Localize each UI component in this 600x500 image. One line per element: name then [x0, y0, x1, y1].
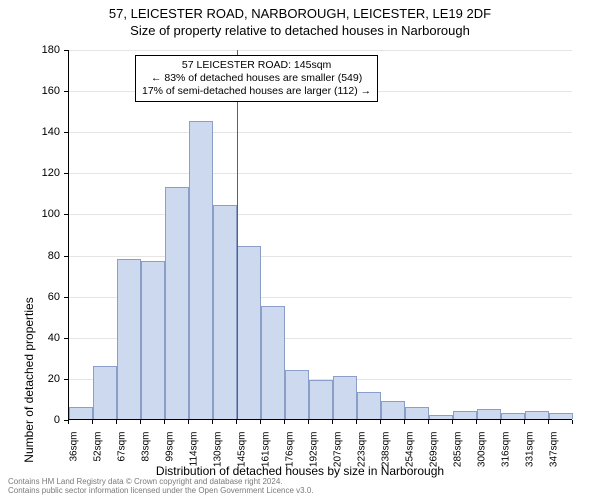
y-tick-label: 0: [10, 414, 60, 426]
y-tick-mark: [64, 338, 68, 339]
y-tick-label: 180: [10, 44, 60, 56]
y-tick-mark: [64, 379, 68, 380]
x-tick-mark: [188, 420, 189, 424]
x-tick-mark: [260, 420, 261, 424]
histogram-bar: [285, 370, 309, 419]
footer-line2: Contains public sector information licen…: [8, 486, 314, 496]
x-tick-mark: [452, 420, 453, 424]
x-tick-mark: [92, 420, 93, 424]
gridline: [69, 214, 572, 215]
y-tick-mark: [64, 173, 68, 174]
y-tick-mark: [64, 214, 68, 215]
histogram-bar: [429, 415, 453, 419]
title-block: 57, LEICESTER ROAD, NARBOROUGH, LEICESTE…: [0, 6, 600, 38]
x-tick-mark: [236, 420, 237, 424]
histogram-bar: [117, 259, 141, 419]
x-tick-mark: [116, 420, 117, 424]
x-tick-mark: [332, 420, 333, 424]
gridline: [69, 132, 572, 133]
y-tick-mark: [64, 132, 68, 133]
x-tick-mark: [404, 420, 405, 424]
histogram-bar: [189, 121, 213, 419]
annotation-line: ← 83% of detached houses are smaller (54…: [142, 72, 371, 85]
histogram-bar: [213, 205, 237, 419]
gridline: [69, 173, 572, 174]
x-tick-mark: [428, 420, 429, 424]
y-tick-label: 140: [10, 126, 60, 138]
histogram-bar: [501, 413, 525, 419]
histogram-bar: [357, 392, 381, 419]
annotation-box: 57 LEICESTER ROAD: 145sqm ← 83% of detac…: [135, 55, 378, 102]
y-tick-label: 160: [10, 85, 60, 97]
reference-line: [237, 50, 238, 419]
histogram-bar: [165, 187, 189, 419]
title-line2: Size of property relative to detached ho…: [0, 23, 600, 38]
chart-container: 57, LEICESTER ROAD, NARBOROUGH, LEICESTE…: [0, 0, 600, 500]
histogram-bar: [237, 246, 261, 419]
x-tick-mark: [500, 420, 501, 424]
histogram-bar: [381, 401, 405, 420]
x-tick-mark: [524, 420, 525, 424]
x-tick-mark: [380, 420, 381, 424]
x-tick-mark: [476, 420, 477, 424]
y-tick-label: 120: [10, 167, 60, 179]
x-tick-mark: [548, 420, 549, 424]
y-tick-mark: [64, 256, 68, 257]
y-tick-label: 20: [10, 373, 60, 385]
histogram-bar: [261, 306, 285, 419]
y-tick-label: 60: [10, 291, 60, 303]
annotation-line: 57 LEICESTER ROAD: 145sqm: [142, 59, 371, 72]
histogram-bar: [333, 376, 357, 419]
y-tick-label: 40: [10, 332, 60, 344]
y-tick-label: 80: [10, 250, 60, 262]
histogram-bar: [405, 407, 429, 419]
x-tick-mark: [164, 420, 165, 424]
histogram-bar: [525, 411, 549, 419]
gridline: [69, 50, 572, 51]
footer-attribution: Contains HM Land Registry data © Crown c…: [8, 477, 314, 496]
x-tick-mark: [572, 420, 573, 424]
x-tick-mark: [284, 420, 285, 424]
histogram-bar: [549, 413, 573, 419]
histogram-bar: [453, 411, 477, 419]
y-tick-mark: [64, 91, 68, 92]
annotation-line: 17% of semi-detached houses are larger (…: [142, 85, 371, 98]
x-tick-mark: [212, 420, 213, 424]
histogram-bar: [141, 261, 165, 419]
histogram-bar: [93, 366, 117, 419]
x-tick-mark: [140, 420, 141, 424]
y-tick-mark: [64, 50, 68, 51]
y-tick-label: 100: [10, 208, 60, 220]
y-tick-mark: [64, 297, 68, 298]
histogram-bar: [477, 409, 501, 419]
title-line1: 57, LEICESTER ROAD, NARBOROUGH, LEICESTE…: [0, 6, 600, 21]
gridline: [69, 256, 572, 257]
footer-line1: Contains HM Land Registry data © Crown c…: [8, 477, 314, 487]
histogram-bar: [309, 380, 333, 419]
x-tick-mark: [356, 420, 357, 424]
x-tick-mark: [308, 420, 309, 424]
x-tick-mark: [68, 420, 69, 424]
histogram-bar: [69, 407, 93, 419]
plot-area: [68, 50, 572, 420]
